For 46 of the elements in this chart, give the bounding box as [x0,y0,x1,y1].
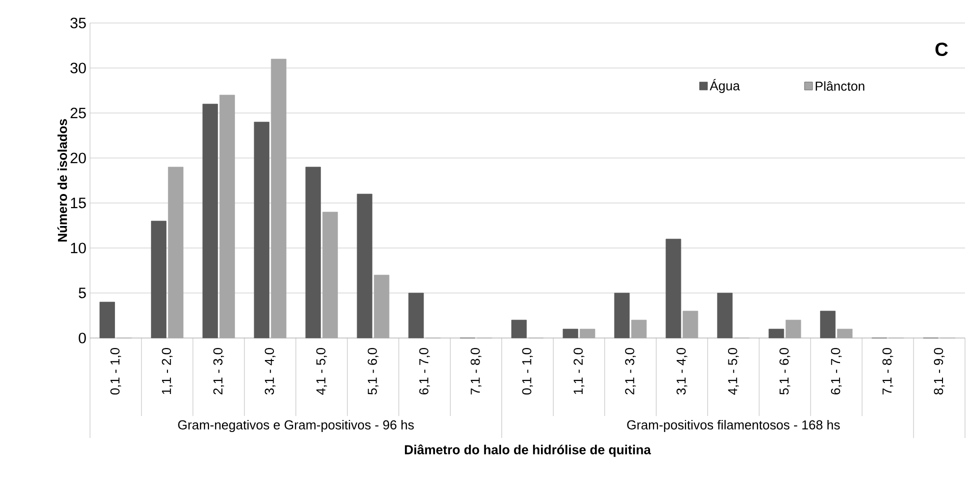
x-tick-label: 8,1 - 9,0 [934,348,945,394]
text: C [935,42,948,56]
bar [666,238,682,338]
y-tick-label: 25 [70,108,86,118]
y-tick-label: 5 [78,288,86,298]
text: Gram-positivos filamentosos - 168 hs [627,420,840,432]
y-axis-title: Número de isolados [57,119,68,242]
x-tick-label: 3,1 - 4,0 [676,348,688,395]
x-tick-label: 0,1 - 1,0 [110,348,122,395]
y-tick-label: 30 [70,62,86,74]
x-tick-label: 0,1 - 1,0 [522,348,533,395]
x-tick-label: 3,1 - 4,0 [264,348,276,395]
bar [100,302,115,338]
x-tick-label: 1,1 - 2,0 [574,348,584,394]
x-axis-title: Diâmetro do halo de hidrólise de quitina [404,444,651,457]
x-tick-label: 2,1 - 3,0 [625,348,636,394]
x-tick-label: 1,1 - 2,0 [162,348,173,394]
bar [768,328,784,338]
legend-label: Água [710,79,740,93]
legend-label: Plâncton [816,81,864,91]
bar [151,220,166,338]
bar [408,292,424,338]
x-tick-label: 4,1 - 5,0 [316,348,327,395]
y-tick-label: 15 [71,198,86,208]
y-tick-label: 35 [70,18,86,28]
bar [511,320,527,338]
bar [305,166,321,338]
bar [254,122,270,338]
y-tick-label: 10 [71,242,86,254]
x-tick-label: 7,1 - 8,0 [470,348,482,394]
bar [356,194,372,338]
x-tick-label: 2,1 - 3,0 [213,348,224,394]
bar [717,292,733,338]
x-tick-label: 5,1 - 6,0 [368,348,378,395]
text: Gram-negativos e Gram-positivos - 96 hs [178,420,414,432]
bar [202,104,218,338]
x-tick-label: 7,1 - 8,0 [882,348,894,394]
bar [614,292,630,338]
x-tick-label: 5,1 - 6,0 [780,348,790,395]
x-tick-label: 4,1 - 5,0 [728,348,739,395]
bar [562,328,578,338]
y-tick-label: 20 [70,152,86,164]
y-tick-label: 0 [78,332,86,344]
bar [820,310,836,338]
x-tick-label: 6,1 - 7,0 [419,348,430,394]
x-tick-label: 6,1 - 7,0 [830,348,842,394]
